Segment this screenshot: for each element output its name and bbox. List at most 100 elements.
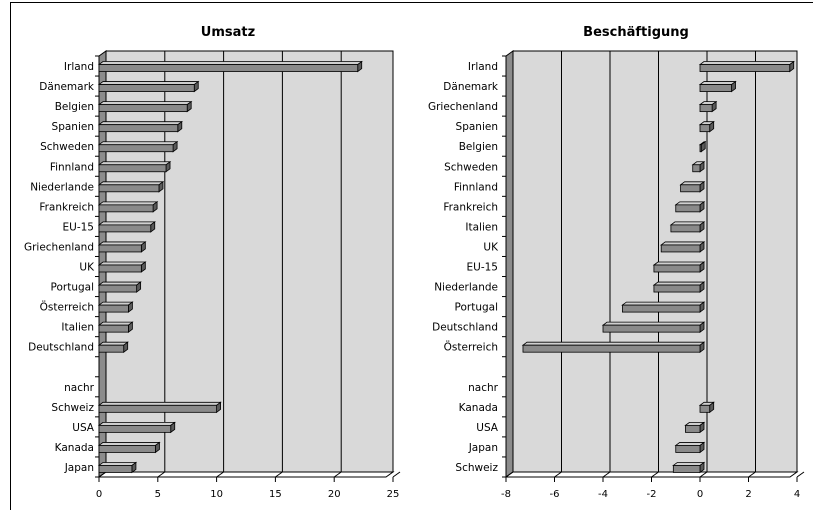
beschaeftigung-bar-front [699,144,702,153]
umsatz-bar-front [98,164,167,173]
beschaeftigung-plot-area [512,50,798,473]
umsatz-bar-front [98,64,359,72]
umsatz-bar [97,241,147,253]
beschaeftigung-x-tick-label: -8 [501,489,511,500]
beschaeftigung-bar-top [652,281,706,286]
beschaeftigung-bar [691,160,706,173]
umsatz-x-tick-label: 0 [96,489,102,500]
umsatz-bar-top [97,241,147,246]
beschaeftigung-bar-front [672,465,701,473]
umsatz-category-label: Griechenland [24,241,94,253]
beschaeftigung-bar [601,321,706,333]
beschaeftigung-bar-front [699,124,711,133]
beschaeftigung-bar-top [660,241,706,246]
umsatz-bar-front [98,324,129,333]
umsatz-x-tick-label: 10 [210,489,223,500]
beschaeftigung-bar-top [621,301,706,306]
umsatz-bar-front [98,184,160,193]
umsatz-bar-top [97,81,200,85]
beschaeftigung-bar-top [674,442,706,446]
umsatz-category-label: USA [72,422,95,434]
umsatz-bar [97,120,183,133]
umsatz-bar-top [97,181,165,186]
umsatz-bar [97,100,193,113]
beschaeftigung-bar [669,221,706,233]
beschaeftigung-category-label: Niederlande [434,282,498,294]
beschaeftigung-category-label: Dänemark [443,81,499,93]
umsatz-bar-top [97,201,159,206]
beschaeftigung-bar-top [652,261,706,266]
umsatz-bar-top [97,341,129,346]
beschaeftigung-bar [698,60,795,73]
umsatz-x-tick-label: 5 [155,489,161,500]
umsatz-floor-gridline [275,471,283,478]
umsatz-category-label: Italien [61,322,94,334]
umsatz-category-label: Niederlande [30,181,94,193]
beschaeftigung-category-label: Kanada [459,402,498,414]
umsatz-category-label: UK [79,262,95,274]
umsatz-category-label: Belgien [55,101,94,113]
umsatz-category-label: EU-15 [63,221,94,233]
umsatz-bar-front [98,84,195,92]
beschaeftigung-bar-front [680,184,701,193]
umsatz-bar-top [97,421,176,426]
umsatz-bar-front [98,344,125,353]
beschaeftigung-x-tick-label: -6 [550,489,560,500]
beschaeftigung-bar [698,80,737,93]
beschaeftigung-bar-front [653,264,701,273]
beschaeftigung-category-label: Japan [468,442,498,454]
beschaeftigung-bar-top [521,341,706,346]
beschaeftigung-bar-front [670,224,701,233]
umsatz-bar-front [98,445,156,453]
umsatz-floor-gridline [333,471,342,478]
beschaeftigung-category-label: Schweiz [455,462,498,474]
beschaeftigung-bar [652,281,706,293]
beschaeftigung-category-label: Österreich [444,341,498,354]
beschaeftigung-bar [698,401,715,414]
umsatz-bar [97,461,138,474]
umsatz-bar-top [97,141,179,146]
umsatz-bar-front [98,244,142,253]
umsatz-bar-top [97,121,183,126]
umsatz-bar-top [97,321,134,326]
beschaeftigung-category-label: Frankreich [443,201,498,213]
umsatz-bar [97,341,129,353]
umsatz-category-label: Irland [64,61,94,73]
beschaeftigung-bar-front [699,404,711,413]
umsatz-category-label: Schweden [40,141,94,153]
umsatz-bar-front [98,304,129,313]
umsatz-bar [97,80,200,93]
umsatz-bar-top [97,442,161,446]
beschaeftigung-bar [521,341,706,353]
umsatz-bar [97,301,134,313]
umsatz-bar [97,201,159,213]
umsatz-bar-top [97,401,222,406]
beschaeftigung-floor [504,471,799,478]
umsatz-x-tick-label: 25 [387,489,400,500]
umsatz-bar-front [98,264,142,273]
beschaeftigung-bar [679,181,706,193]
umsatz-bar [97,140,179,153]
umsatz-category-label: Spanien [52,121,94,133]
beschaeftigung-x-tick-label: 4 [794,489,800,500]
beschaeftigung-bar-top [698,61,795,65]
umsatz-bar-top [97,161,172,166]
umsatz-category-label: Finnland [50,161,94,173]
umsatz-bar-front [98,424,172,433]
umsatz-category-label: nachr [64,382,95,394]
beschaeftigung-bar-front [622,304,701,313]
umsatz-bar [97,401,222,414]
beschaeftigung-chart: -8 -6 -4 -2 0 2 4 Irland Dänemark Griechenland Spa… [428,25,805,500]
umsatz-category-label: Frankreich [39,201,94,213]
beschaeftigung-chart-title: Beschäftigung [583,25,689,40]
umsatz-floor-gridline [392,471,401,478]
umsatz-bar-top [97,281,142,286]
beschaeftigung-category-label: Irland [468,61,498,73]
umsatz-bar-top [97,221,156,226]
beschaeftigung-category-label: Italien [465,221,498,233]
umsatz-bar-front [98,465,133,473]
beschaeftigung-bar-front [653,284,701,293]
umsatz-bar-front [98,124,179,133]
umsatz-bar-front [98,204,154,213]
